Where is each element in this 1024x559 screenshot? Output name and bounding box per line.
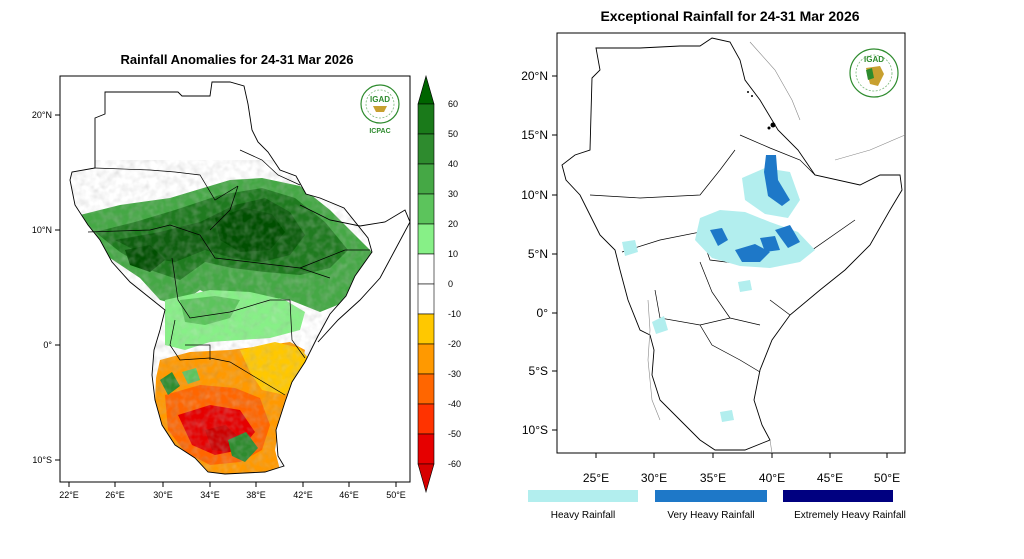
colorbar-label: 40	[448, 159, 458, 169]
right-lon-label: 35°E	[700, 471, 726, 485]
legend-label: Very Heavy Rainfall	[667, 510, 754, 521]
colorbar-label: -20	[448, 339, 461, 349]
very-heavy-rainfall-areas	[710, 155, 800, 262]
internal-borders	[87, 149, 370, 396]
colorbar-segment	[417, 133, 435, 165]
right-map: Exceptional Rainfall for 24-31 Mar 2026	[521, 8, 906, 521]
right-lat-label: 0°	[537, 306, 549, 320]
rainfall-legend: Heavy Rainfall Very Heavy Rainfall Extre…	[528, 490, 906, 521]
left-lon-label: 42°E	[293, 490, 313, 500]
left-lon-label: 34°E	[200, 490, 220, 500]
colorbar-segment	[417, 313, 435, 345]
left-lon-label: 26°E	[105, 490, 125, 500]
right-map-title: Exceptional Rainfall for 24-31 Mar 2026	[600, 8, 859, 24]
colorbar-segment	[417, 163, 435, 195]
legend-label: Heavy Rainfall	[551, 510, 615, 521]
islands	[747, 91, 776, 130]
left-lat-label: 0°	[43, 340, 52, 350]
left-lon-label: 22°E	[59, 490, 79, 500]
colorbar-segment	[417, 403, 435, 435]
colorbar-segment	[417, 223, 435, 255]
colorbar-label: -10	[448, 309, 461, 319]
right-lon-label: 30°E	[641, 471, 667, 485]
colorbar-label: -50	[448, 429, 461, 439]
colorbar-label: 0	[448, 279, 453, 289]
region-outline	[69, 81, 373, 475]
coastline-lines	[647, 41, 906, 454]
colorbar-label: 20	[448, 219, 458, 229]
left-lon-axis: 22°E 26°E 30°E 34°E 38°E 42°E 46°E 50°E	[59, 482, 406, 500]
left-lon-label: 30°E	[153, 490, 173, 500]
igad-icpac-logo: IGAD ICPAC	[360, 84, 400, 135]
colorbar-bottom-arrow	[417, 463, 435, 494]
colorbar-segment	[417, 253, 435, 285]
right-lon-label: 45°E	[817, 471, 843, 485]
right-lat-label: 20°N	[521, 69, 548, 83]
left-lon-label: 38°E	[246, 490, 266, 500]
heavy-rainfall-areas	[622, 168, 815, 422]
colorbar-segment	[417, 193, 435, 225]
right-lon-axis: 25°E 30°E 35°E 40°E 45°E 50°E	[583, 453, 900, 485]
legend-swatch-very-heavy	[655, 490, 767, 502]
colorbar-label: 30	[448, 189, 458, 199]
left-lon-label: 46°E	[339, 490, 359, 500]
right-lat-label: 5°S	[529, 364, 548, 378]
left-map-title: Rainfall Anomalies for 24-31 Mar 2026	[121, 52, 354, 67]
colorbar-segment	[417, 373, 435, 405]
right-lat-axis: 20°N 15°N 10°N 5°N 0° 5°S 10°S	[521, 69, 557, 437]
right-lat-label: 15°N	[521, 128, 548, 142]
colorbar-label: 10	[448, 249, 458, 259]
legend-label: Extremely Heavy Rainfall	[794, 510, 906, 521]
left-lat-label: 10°N	[32, 225, 52, 235]
colorbar-top-arrow	[417, 74, 435, 105]
colorbar-label: -30	[448, 369, 461, 379]
colorbar-label: 60	[448, 99, 458, 109]
colorbar-segment	[417, 103, 435, 135]
logo-text: IGAD	[864, 55, 884, 64]
colorbar-label: -40	[448, 399, 461, 409]
colorbar-label: -60	[448, 459, 461, 469]
right-lat-label: 10°S	[522, 423, 548, 437]
colorbar-segment	[417, 343, 435, 375]
right-lon-label: 25°E	[583, 471, 609, 485]
colorbar-label: 50	[448, 129, 458, 139]
colorbar: 60 50 40 30 20 10 0 -10 -20 -30 -40 -50 -60	[417, 74, 461, 494]
left-lat-label: 20°N	[32, 110, 52, 120]
igad-logo-right: IGAD	[849, 48, 899, 98]
right-lat-label: 10°N	[521, 188, 548, 202]
logo-subtext: ICPAC	[369, 128, 390, 135]
left-map: Rainfall Anomalies for 24-31 Mar 2026	[32, 52, 461, 500]
logo-text: IGAD	[370, 95, 390, 104]
right-region-outline	[561, 37, 903, 451]
left-lat-axis: 20°N 10°N 0° 10°S	[32, 110, 60, 465]
colorbar-segment	[417, 283, 435, 315]
right-lon-label: 50°E	[874, 471, 900, 485]
legend-swatch-heavy	[528, 490, 638, 502]
left-lon-label: 50°E	[386, 490, 406, 500]
left-lat-label: 10°S	[32, 455, 52, 465]
colorbar-segment	[417, 433, 435, 465]
horn-outline	[299, 204, 411, 343]
legend-swatch-extremely-heavy	[783, 490, 893, 502]
right-lon-label: 40°E	[759, 471, 785, 485]
right-lat-label: 5°N	[528, 247, 548, 261]
